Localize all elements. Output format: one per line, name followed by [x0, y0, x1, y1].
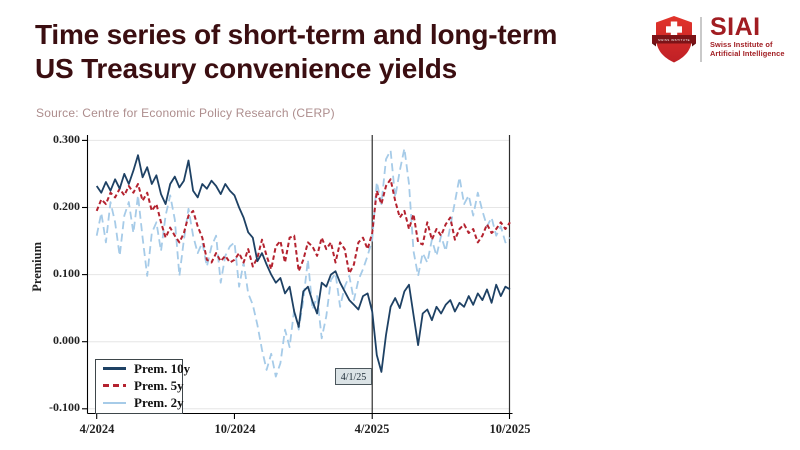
x-tick-label: 4/2025	[354, 422, 390, 436]
plot-canvas	[82, 135, 513, 419]
logo-brand: SIAI	[710, 13, 761, 41]
legend-label-2y: Prem. 2y	[134, 394, 184, 410]
legend-item-2y: Prem. 2y	[96, 394, 184, 411]
logo-divider	[700, 17, 702, 62]
page-title: Time series of short-term and long-term …	[35, 18, 655, 86]
y-tick-label: -0.100	[49, 400, 80, 414]
shield-icon: SWISS INSTITUTE	[652, 16, 696, 63]
title-line-1: Time series of short-term and long-term	[35, 19, 558, 50]
event-date-label: 4/1/25	[335, 368, 372, 385]
series-line-prem2y	[95, 147, 511, 378]
title-line-2: US Treasury convenience yields	[35, 53, 457, 84]
legend-label-5y: Prem. 5y	[134, 377, 184, 393]
chart-area: Premium 0.300 0.200 0.100 0.000 -0.100 4…	[0, 130, 620, 450]
legend-swatch-2y	[103, 401, 126, 405]
x-tick-label: 4/2024	[79, 422, 115, 436]
legend-swatch-5y	[103, 384, 126, 388]
y-tick-label: 0.200	[53, 199, 80, 213]
legend-label-10y: Prem. 10y	[134, 360, 191, 376]
series-line-prem10y	[95, 154, 511, 373]
y-tick-label: 0.000	[53, 333, 80, 347]
legend-item-10y: Prem. 10y	[96, 360, 190, 377]
logo-subtitle-2: Artificial Intelligence	[710, 48, 785, 58]
logo-subtitle-1: Swiss Institute of	[710, 40, 773, 49]
x-tick-label: 10/2024	[214, 422, 256, 436]
series-line-prem5y	[95, 178, 511, 275]
x-tick-label: 10/2025	[489, 422, 531, 436]
y-tick-label: 0.100	[53, 266, 80, 280]
svg-text:SWISS INSTITUTE: SWISS INSTITUTE	[658, 38, 690, 42]
logo-text: SIAI Swiss Institute of Artificial Intel…	[710, 14, 785, 58]
legend: Prem. 10y Prem. 5y Prem. 2y	[95, 359, 190, 414]
legend-item-5y: Prem. 5y	[96, 377, 184, 394]
source-note: Source: Centre for Economic Policy Resea…	[36, 106, 335, 120]
y-tick-label: 0.300	[53, 132, 80, 146]
siai-logo: SWISS INSTITUTE SIAI Swiss Institute of …	[648, 13, 798, 67]
legend-swatch-10y	[103, 367, 126, 370]
